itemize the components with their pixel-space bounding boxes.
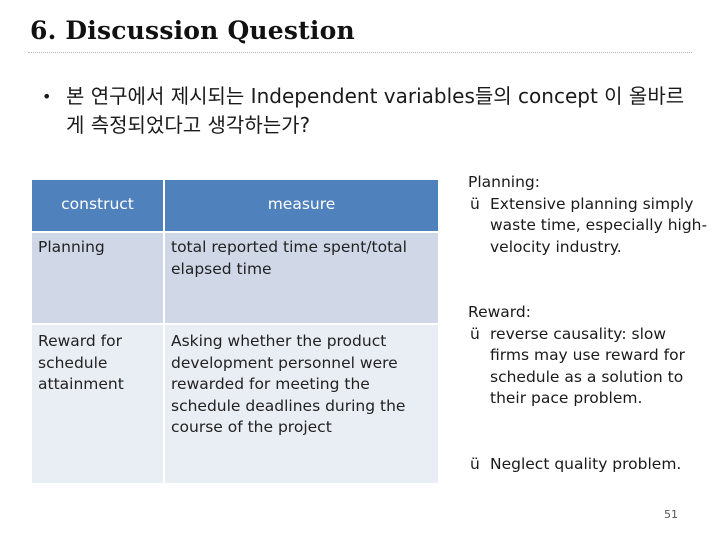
cell-measure: Asking whether the product development p… — [164, 323, 438, 483]
construct-measure-table: construct measure Planning total reporte… — [32, 180, 438, 483]
checkmark-icon: ü — [470, 455, 480, 473]
checkmark-icon: ü — [470, 194, 480, 213]
list-item: ü Extensive planning simply waste time, … — [468, 194, 708, 259]
list-item: ü Neglect quality problem. — [468, 454, 708, 476]
planning-item-text: Extensive planning simply waste time, es… — [490, 194, 708, 256]
reward-heading: Reward: — [468, 303, 531, 321]
cell-construct: Planning — [32, 231, 165, 324]
discussion-question-text: 본 연구에서 제시되는 Independent variables들의 conc… — [66, 84, 685, 137]
reward-item-text: reverse causality: slow firms may use re… — [490, 324, 685, 408]
header-construct: construct — [32, 180, 165, 232]
list-item: ü reverse causality: slow firms may use … — [468, 324, 708, 410]
quality-note: ü Neglect quality problem. — [468, 454, 708, 476]
checkmark-icon: ü — [470, 324, 480, 343]
slide-title: 6. Discussion Question — [30, 16, 355, 45]
cell-construct: Reward for schedule attainment — [32, 323, 165, 483]
quality-item-text: Neglect quality problem. — [490, 455, 682, 473]
cell-measure: total reported time spent/total elapsed … — [164, 231, 438, 324]
table-row: Planning total reported time spent/total… — [32, 231, 438, 324]
page-number: 51 — [664, 508, 678, 521]
table-row: Reward for schedule attainment Asking wh… — [32, 323, 438, 483]
planning-note: Planning: ü Extensive planning simply wa… — [468, 172, 708, 258]
title-divider — [28, 52, 692, 53]
table-header-row: construct measure — [32, 180, 438, 232]
header-measure: measure — [164, 180, 438, 232]
planning-heading: Planning: — [468, 173, 540, 191]
bullet-marker: • — [42, 87, 52, 106]
reward-note: Reward: ü reverse causality: slow firms … — [468, 302, 708, 410]
